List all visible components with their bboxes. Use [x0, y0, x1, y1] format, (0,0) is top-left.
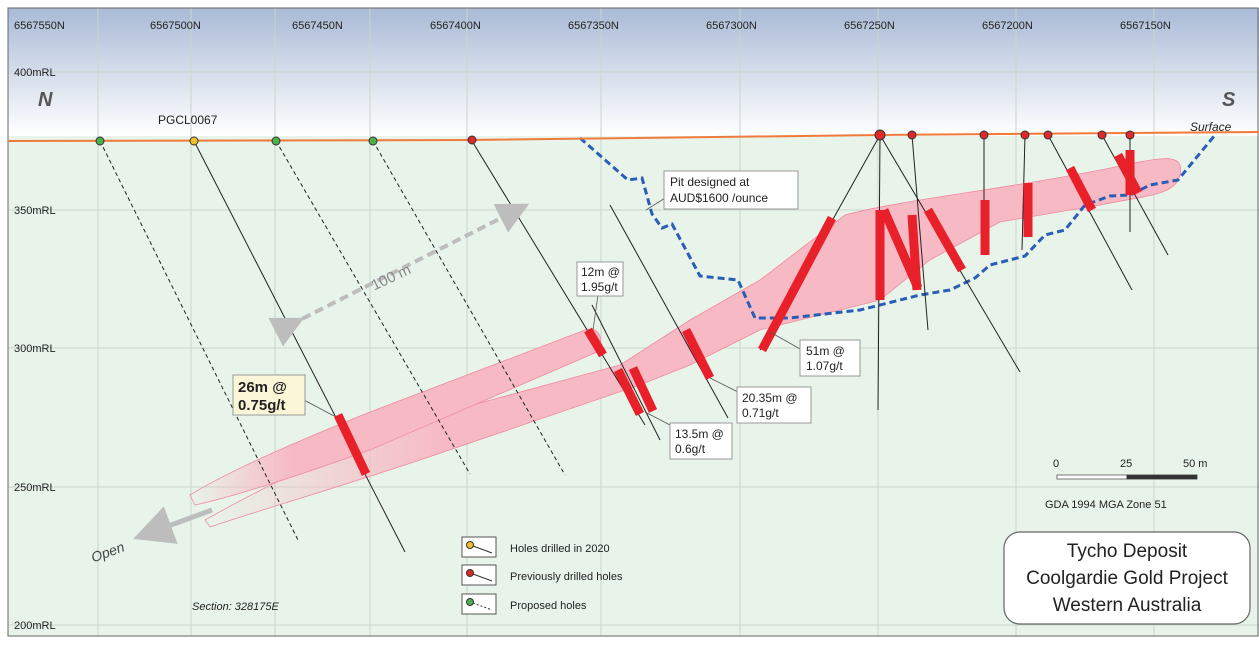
proposed-collar [95, 136, 105, 146]
annotation-12m: 12m @ 1.95g/t [576, 261, 624, 331]
intercept-line1: 20.35m @ [742, 391, 798, 405]
northing-label: 6567500N [150, 20, 201, 32]
open-arrow [133, 506, 213, 544]
legend-item-previous: Previously drilled holes [461, 564, 623, 586]
hole-trace [1047, 134, 1133, 291]
intercept-bar [924, 207, 966, 273]
northing-label: 6567250N [844, 20, 895, 32]
intercept-line2: 0.71g/t [742, 406, 779, 420]
intercept-bar [758, 215, 836, 353]
previous-collar [1020, 130, 1030, 140]
hole-trace [1101, 134, 1169, 256]
title-box: Tycho Deposit Coolgardie Gold Project We… [1003, 531, 1251, 625]
legend-label: Previously drilled holes [510, 571, 623, 583]
rl-label: 200mRL [14, 620, 56, 632]
previous-collar [979, 130, 989, 140]
legend: Holes drilled in 2020 Previously drilled… [461, 536, 623, 615]
scale-tick: 0 [1053, 458, 1059, 470]
northing-label: 6567150N [1120, 20, 1171, 32]
north-label: N [38, 89, 53, 111]
surface-label: Surface [1190, 120, 1232, 134]
pit-line1: Pit designed at [670, 175, 750, 189]
intercept-bar [333, 413, 371, 476]
hole-name-label: PGCL0067 [158, 113, 218, 127]
northing-label: 6567450N [292, 20, 343, 32]
annotation-51m: 51m @ 1.07g/t [769, 331, 861, 377]
intercept-line1: 13.5m @ [675, 427, 724, 441]
south-label: S [1222, 89, 1236, 111]
rl-labels: 400mRL 350mRL 300mRL 250mRL 200mRL [14, 67, 56, 632]
intercept-bar [1066, 165, 1096, 213]
intercept-line1: 26m @ [238, 379, 287, 396]
hole-trace [609, 204, 729, 419]
scale-bar: 0 25 50 m GDA 1994 MGA Zone 51 [1045, 458, 1207, 511]
proposed-collar [271, 136, 281, 146]
intercepts [333, 150, 1142, 476]
intercept-bar [681, 327, 715, 381]
northing-label: 6567550N [14, 20, 65, 32]
annotation-20-35m: 20.35m @ 0.71g/t [709, 377, 812, 424]
rl-label: 350mRL [14, 205, 56, 217]
rl-label: 400mRL [14, 67, 56, 79]
annotation-26m: 26m @ 0.75g/t [232, 374, 335, 417]
northing-labels: 6567550N 6567500N 6567450N 6567400N 6567… [14, 20, 1171, 32]
intercept-line2: 1.95g/t [581, 280, 618, 294]
previous-collar [1125, 130, 1135, 140]
hole-trace [591, 304, 661, 441]
rl-label: 250mRL [14, 482, 56, 494]
intercept-bar [628, 366, 658, 413]
upper-lens [189, 328, 602, 506]
scale-tick: 50 m [1183, 458, 1207, 470]
intercept-line2: 0.6g/t [675, 442, 706, 456]
proposed-collar [368, 136, 378, 146]
intercept-line1: 12m @ [581, 265, 620, 279]
annotation-pit: Pit designed at AUD$1600 /ounce [645, 170, 799, 211]
hole-trace [911, 134, 929, 331]
title-line3: Western Australia [1053, 595, 1202, 616]
pit-line2: AUD$1600 /ounce [670, 191, 768, 205]
legend-label: Proposed holes [510, 600, 587, 612]
previous-collar [907, 130, 917, 140]
intercept-line2: 0.75g/t [238, 397, 286, 414]
distance-arrow [268, 203, 530, 347]
intercept-bar [613, 367, 645, 417]
northing-label: 6567300N [706, 20, 757, 32]
collars [95, 129, 1135, 146]
northing-label: 6567350N [568, 20, 619, 32]
title-line1: Tycho Deposit [1067, 541, 1188, 562]
scale-tick: 25 [1120, 458, 1132, 470]
intercept-line1: 51m @ [806, 344, 845, 358]
northing-label: 6567200N [982, 20, 1033, 32]
hole-trace [471, 140, 646, 426]
legend-item-proposed: Proposed holes [461, 593, 587, 615]
title-line2: Coolgardie Gold Project [1026, 568, 1228, 589]
pit-outline [579, 134, 1217, 320]
previous-collar [1097, 130, 1107, 140]
section-label: Section: 328175E [192, 601, 280, 613]
previous-collar [467, 135, 477, 145]
northing-label: 6567400N [430, 20, 481, 32]
rl-label: 300mRL [14, 343, 56, 355]
legend-item-2020: Holes drilled in 2020 [461, 536, 610, 558]
intercept-line2: 1.07g/t [806, 359, 843, 373]
proposed-hole-trace [99, 140, 299, 541]
legend-label: Holes drilled in 2020 [510, 543, 610, 555]
projection-label: GDA 1994 MGA Zone 51 [1045, 499, 1167, 511]
annotation-13-5m: 13.5m @ 0.6g/t [644, 411, 733, 460]
collar-2020 [189, 136, 199, 146]
previous-collar [1043, 130, 1053, 140]
previous-collar [874, 129, 886, 141]
frame [7, 7, 1259, 637]
intercept-bar [584, 327, 607, 358]
surface-line [7, 131, 1259, 142]
intercept-bar [907, 214, 922, 291]
